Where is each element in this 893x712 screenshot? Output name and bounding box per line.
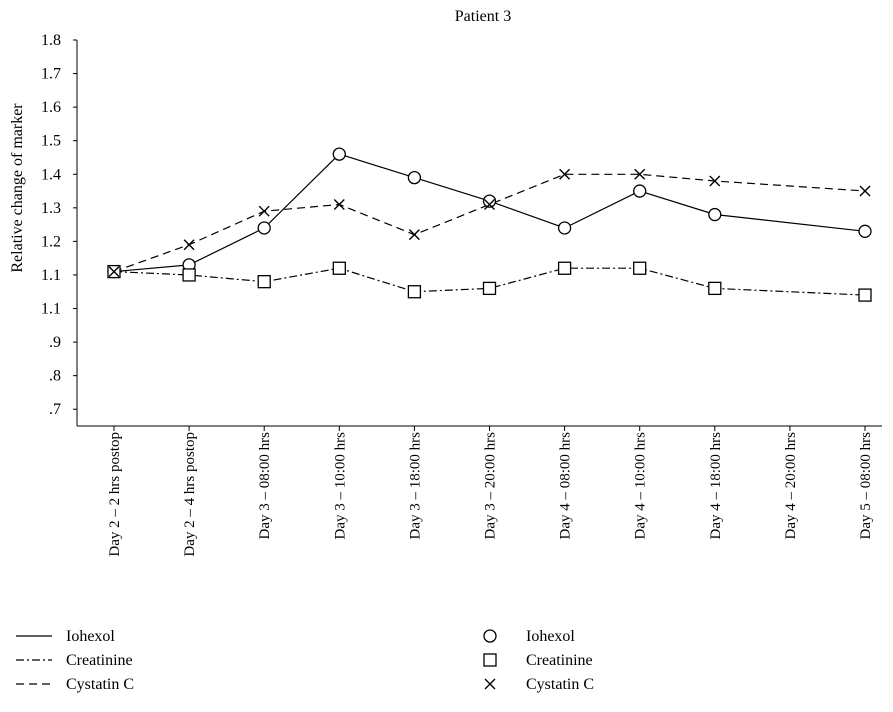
y-axis-label: Relative change of marker xyxy=(9,103,26,273)
series-line-iohexol xyxy=(113,153,866,273)
x-tick-label: Day 4 – 18:00 hrs xyxy=(708,432,724,540)
x-tick-label: Day 4 – 10:00 hrs xyxy=(633,432,649,540)
data-point-iohexol xyxy=(257,221,271,235)
legend-marker-cystatin-c xyxy=(484,678,496,690)
y-tick-label: 1.2 xyxy=(41,233,61,250)
data-point-iohexol xyxy=(858,224,872,238)
x-tick-label: Day 4 – 08:00 hrs xyxy=(558,432,574,540)
data-point-cystatin-c xyxy=(859,185,871,197)
legend-marker-label-cystatin-c: Cystatin C xyxy=(526,676,594,693)
x-tick-label: Day 3 – 10:00 hrs xyxy=(332,432,348,540)
data-point-cystatin-c xyxy=(408,229,420,241)
series-line-creatinine xyxy=(113,267,866,296)
data-point-creatinine xyxy=(332,261,346,275)
data-point-cystatin-c xyxy=(258,205,270,217)
series-markers xyxy=(107,147,872,302)
y-tick-label: 1.1 xyxy=(41,301,61,318)
data-point-creatinine xyxy=(182,268,196,282)
chart-title: Patient 3 xyxy=(455,8,511,25)
y-tick-label: 1.4 xyxy=(41,166,61,183)
x-tick-label: Day 2 – 4 hrs postop xyxy=(182,432,198,557)
x-tick-label: Day 5 – 08:00 hrs xyxy=(858,432,874,540)
data-point-creatinine xyxy=(858,288,872,302)
x-tick-label: Day 3 – 08:00 hrs xyxy=(257,432,273,540)
legend-label-cystatin-c: Cystatin C xyxy=(66,676,134,693)
data-point-cystatin-c xyxy=(709,175,721,187)
data-point-iohexol xyxy=(708,207,722,222)
data-point-cystatin-c xyxy=(634,168,646,180)
x-ticks: Day 2 – 2 hrs postop Day 2 – 4 hrs postop… xyxy=(107,426,874,557)
y-tick-label: 1.5 xyxy=(41,133,61,150)
data-point-cystatin-c xyxy=(108,266,120,278)
data-point-iohexol xyxy=(482,194,497,208)
data-point-creatinine xyxy=(557,261,572,275)
data-point-creatinine xyxy=(482,281,497,296)
series-line-cystatin-c xyxy=(113,173,866,273)
y-tick-label: .9 xyxy=(49,334,61,351)
data-point-iohexol xyxy=(407,170,422,185)
legend-label-iohexol: Iohexol xyxy=(66,628,115,645)
legend: Iohexol Iohexol Creatinine Creatinine Cystat… xyxy=(16,628,594,693)
data-point-creatinine xyxy=(708,281,722,296)
data-point-cystatin-c xyxy=(559,168,571,180)
series-lines xyxy=(113,153,866,296)
y-tick-label: 1.7 xyxy=(41,66,61,83)
y-tick-label: .7 xyxy=(49,401,61,418)
y-tick-label: .8 xyxy=(49,368,61,385)
legend-label-creatinine: Creatinine xyxy=(66,652,133,669)
x-tick-label: Day 3 – 20:00 hrs xyxy=(483,432,499,540)
legend-marker-creatinine xyxy=(483,653,497,667)
legend-marker-label-creatinine: Creatinine xyxy=(526,652,593,669)
y-tick-label: 1.1 xyxy=(41,267,61,284)
data-point-iohexol xyxy=(633,184,647,198)
y-tick-label: 1.3 xyxy=(41,200,61,217)
data-point-creatinine xyxy=(633,261,647,275)
data-point-cystatin-c xyxy=(484,198,495,210)
data-point-iohexol xyxy=(557,221,572,235)
data-point-cystatin-c xyxy=(183,239,195,251)
y-tick-label: 1.6 xyxy=(41,99,61,116)
legend-marker-label-iohexol: Iohexol xyxy=(526,628,575,645)
data-point-cystatin-c xyxy=(333,198,345,210)
data-point-creatinine xyxy=(257,275,271,289)
data-point-creatinine xyxy=(407,285,422,299)
x-tick-label: Day 2 – 2 hrs postop xyxy=(107,432,123,557)
x-tick-label: Day 4 – 20:00 hrs xyxy=(783,432,799,540)
data-point-iohexol xyxy=(332,147,346,161)
y-tick-label: 1.8 xyxy=(41,32,61,49)
x-tick-label: Day 3 – 18:00 hrs xyxy=(407,432,423,540)
y-ticks: .7 .8 .9 1.1 1.1 1.2 1.3 1.4 1.5 1.6 1.7 1.8 xyxy=(41,32,77,418)
legend-marker-iohexol xyxy=(483,629,497,643)
